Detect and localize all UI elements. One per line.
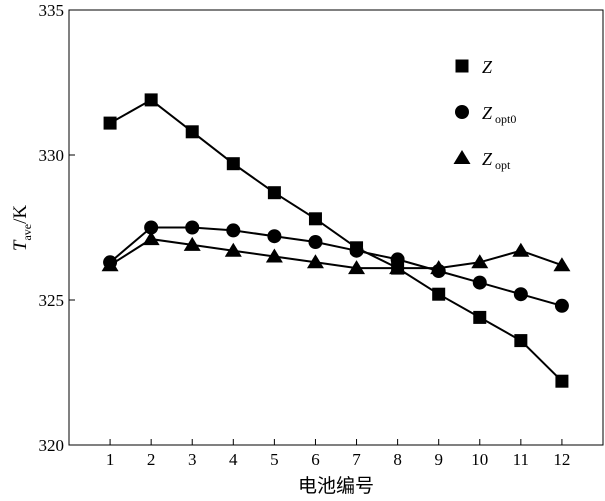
legend-label-main: Z [482, 57, 493, 77]
x-tick-label: 11 [513, 450, 529, 469]
x-tick-label: 1 [106, 450, 115, 469]
x-tick-label: 7 [352, 450, 361, 469]
data-point-triangle [101, 257, 119, 272]
legend-label-subscript: opt0 [495, 112, 516, 126]
data-point-triangle [183, 236, 201, 251]
data-point-square [144, 93, 158, 107]
data-point-triangle [471, 254, 489, 269]
y-axis-title: Tave/K [10, 205, 34, 252]
x-axis: 1 2 3 4 5 6 7 8 9 10 11 12 [106, 439, 570, 469]
y-axis-title-subscript: ave [20, 224, 34, 241]
data-point-circle [267, 229, 282, 244]
data-point-triangle [512, 242, 530, 257]
data-point-triangle [348, 260, 366, 275]
data-point-triangle [430, 260, 448, 275]
series-line [109, 226, 563, 307]
legend-label: Z [482, 57, 493, 77]
series-square [103, 93, 569, 388]
series-triangle [101, 231, 571, 275]
data-point-square [103, 116, 117, 130]
data-point-triangle [142, 231, 160, 246]
x-tick-label: 12 [553, 450, 570, 469]
y-tick-label: 320 [39, 436, 65, 455]
data-point-circle [308, 235, 323, 249]
data-point-circle [554, 298, 569, 313]
legend-marker-square [455, 59, 469, 73]
data-point-circle [513, 287, 528, 302]
y-tick-label: 325 [39, 291, 65, 310]
x-tick-label: 10 [471, 450, 488, 469]
plot-frame [68, 9, 604, 446]
data-point-square [432, 287, 446, 301]
legend-marker-circle [455, 105, 469, 119]
data-point-circle [144, 220, 159, 235]
data-point-triangle [265, 248, 283, 263]
series-line [109, 98, 563, 382]
data-point-circle [472, 275, 487, 290]
legend-label-main: Z [482, 103, 493, 123]
x-tick-label: 6 [311, 450, 320, 469]
y-axis-title-symbol: T [10, 239, 31, 251]
data-point-circle [185, 220, 200, 235]
x-tick-label: 9 [434, 450, 443, 469]
x-tick-label: 3 [188, 450, 197, 469]
x-tick-label: 4 [229, 450, 238, 469]
x-axis-title: 电池编号 [298, 475, 374, 497]
data-point-square [226, 157, 240, 171]
data-point-square [308, 212, 322, 226]
data-point-square [473, 310, 487, 324]
data-point-triangle [389, 260, 407, 275]
data-point-square [514, 334, 528, 348]
x-tick-label: 8 [393, 450, 402, 469]
data-point-square [555, 374, 569, 388]
x-tick-label: 5 [270, 450, 279, 469]
y-axis: 320 325 330 335 [39, 1, 75, 455]
data-point-triangle [306, 254, 324, 269]
data-point-square [267, 186, 281, 200]
legend-marker-triangle [453, 150, 471, 164]
data-point-triangle [224, 242, 242, 257]
series-layer [101, 93, 571, 388]
data-point-circle [349, 243, 364, 258]
y-axis-title-unit: /K [10, 205, 31, 224]
y-tick-label: 330 [39, 146, 65, 165]
data-point-square [185, 125, 199, 139]
data-point-triangle [553, 257, 571, 272]
legend-label-main: Z [482, 149, 493, 169]
data-point-circle [226, 223, 241, 238]
x-tick-label: 2 [147, 450, 156, 469]
data-point-circle [390, 252, 405, 267]
legend-label-subscript: opt [495, 158, 511, 172]
series-line [109, 238, 563, 270]
y-tick-label: 335 [39, 1, 65, 20]
